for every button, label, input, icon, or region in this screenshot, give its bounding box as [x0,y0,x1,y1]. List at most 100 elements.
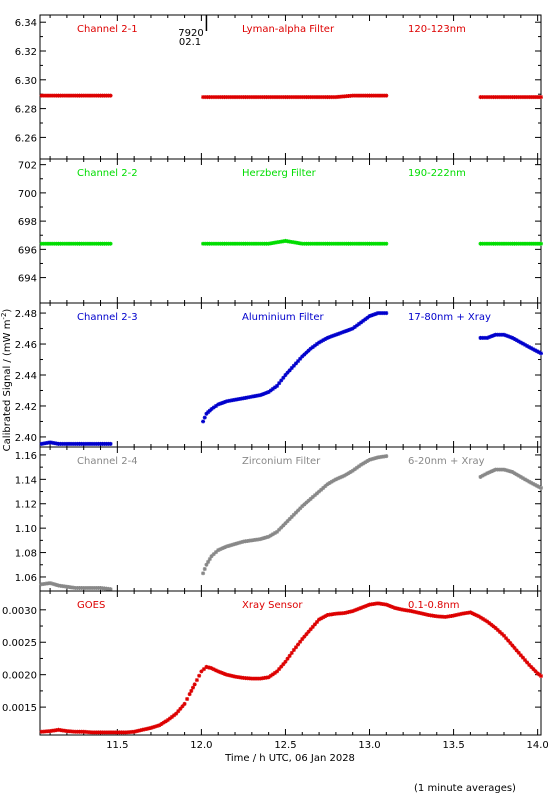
data-point [45,729,50,734]
data-point [459,611,464,616]
data-point [96,441,101,446]
data-point [71,729,76,734]
data-point [359,320,364,325]
x-axis-title: Time / h UTC, 06 Jan 2028 [224,753,355,764]
data-point [224,399,229,404]
panel-2: 694 696 698 700 702 Channel 2-2 Herzberg Filte… [18,158,543,304]
footnote: (1 minute averages) [414,783,516,794]
data-point [54,582,59,587]
data-point [45,241,50,246]
data-point [281,523,286,528]
data-point [211,405,216,410]
data-point [329,95,334,100]
data-point [539,351,543,356]
data-point [218,401,223,406]
data-point [329,479,334,484]
data-point [361,93,366,98]
data-point [373,601,378,606]
data-point [230,542,235,547]
data-point [296,508,301,513]
y-tick-label: 1.08 [15,549,37,560]
data-point [206,410,211,415]
data-point [174,711,179,716]
data-point [264,241,269,246]
data-point [310,624,315,629]
data-point [192,682,197,687]
data-point [62,584,67,589]
data-point [239,95,244,100]
data-point [491,241,496,246]
data-point [228,398,233,403]
data-point [258,241,263,246]
data-point [199,669,204,674]
data-point [178,706,183,711]
data-point [415,610,420,615]
data-point [67,93,72,98]
data-point [235,95,240,100]
data-point [539,95,543,100]
data-point [222,400,227,405]
data-point [264,390,269,395]
data-point [96,585,101,590]
data-point [331,612,336,617]
data-point [516,650,521,655]
data-point [302,352,307,357]
data-point [480,95,485,100]
data-point [247,241,252,246]
data-point [108,441,113,446]
data-point [67,729,72,734]
data-point [312,493,317,498]
data-point [302,502,307,507]
data-point [327,612,332,617]
data-point [81,441,86,446]
data-point [333,611,338,616]
panels: 6.26 6.28 6.30 6.32 6.34 Channel 2-1 Lyman-alp… [2,14,549,751]
data-point [75,729,80,734]
data-point [499,631,504,636]
data-point [508,335,513,340]
data-point [241,675,246,680]
data-point [466,610,471,615]
data-point [123,730,128,735]
data-point [264,95,269,100]
data-point [218,547,223,552]
data-point [375,455,380,460]
data-point [384,454,389,459]
data-point [430,613,435,618]
data-point [357,241,362,246]
data-point [447,614,452,619]
data-point [333,95,338,100]
band-label: 6-20nm + Xray [408,456,485,467]
data-point [350,93,355,98]
data-point [464,611,469,616]
data-point [491,624,496,629]
data-point [539,673,543,678]
data-point [394,606,399,611]
data-point [363,317,368,322]
data-point [94,93,99,98]
y-tick-label: 1.16 [15,451,37,462]
channel-label: Channel 2-2 [77,168,138,179]
data-point [537,484,542,489]
data-point [205,241,210,246]
data-point [247,95,252,100]
data-point [81,585,86,590]
data-point [327,95,332,100]
data-point [224,672,229,677]
data-point [77,729,82,734]
y-tick-label: 2.44 [15,371,37,382]
data-point [157,723,162,728]
data-point [348,609,353,614]
y-tick-label: 1.14 [15,475,37,486]
data-point [342,473,347,478]
data-point [60,728,65,733]
data-point [39,93,44,98]
y-tick-label: 6.26 [15,133,37,144]
data-point [535,349,540,354]
data-point [371,93,376,98]
data-point [445,614,450,619]
data-point [52,441,57,446]
data-point [489,622,494,627]
data-point [510,241,515,246]
data-point [304,500,309,505]
